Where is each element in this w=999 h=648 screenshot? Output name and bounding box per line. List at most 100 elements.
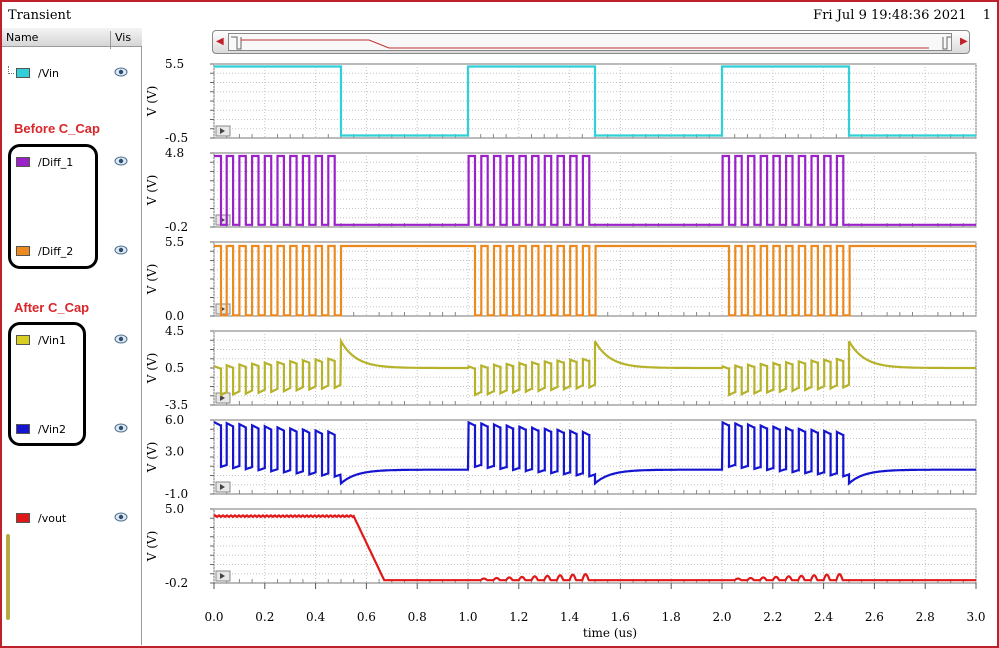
group-box-after bbox=[8, 322, 86, 446]
x-tick-label: 1.0 bbox=[458, 610, 477, 624]
series-line-diff_2 bbox=[214, 244, 976, 317]
signal-browser: Name Vis Before C_Cap After C_Cap /Vin /… bbox=[2, 28, 142, 645]
y-tick-label: -0.2 bbox=[165, 576, 188, 590]
strip-diff_1: 4.8 -0.2 V (V) bbox=[145, 146, 977, 234]
strip-vin: 5.5 -0.5 V (V) bbox=[145, 57, 977, 145]
y-axis-label: V (V) bbox=[145, 86, 159, 118]
window-status: Fri Jul 9 19:48:36 2021 1 bbox=[801, 8, 991, 23]
y-axis-label: V (V) bbox=[145, 353, 159, 385]
play-triangle bbox=[220, 395, 225, 401]
x-tick-label: 3.0 bbox=[966, 610, 985, 624]
strip-expand-icon[interactable] bbox=[215, 303, 231, 315]
signal-name: /vout bbox=[38, 512, 67, 525]
group-label-before: Before C_Cap bbox=[14, 121, 100, 136]
strip-vin2: 6.0 3.0 -1.0 V (V) bbox=[145, 413, 977, 501]
x-tick-label: 2.2 bbox=[763, 610, 782, 624]
y-tick-label: -0.2 bbox=[165, 220, 188, 234]
play-triangle bbox=[220, 484, 225, 490]
y-tick-label: 4.5 bbox=[165, 324, 184, 338]
x-tick-label: 2.4 bbox=[814, 610, 833, 624]
group-label-after: After C_Cap bbox=[14, 300, 90, 315]
play-triangle bbox=[220, 128, 225, 134]
series-line-vout bbox=[213, 514, 976, 582]
signal-color-swatch bbox=[16, 513, 30, 523]
eye-icon[interactable] bbox=[114, 154, 128, 168]
signal-row-vin2[interactable]: /Vin2 bbox=[2, 422, 142, 438]
y-tick-label: -3.5 bbox=[165, 398, 188, 412]
signal-color-swatch bbox=[16, 335, 30, 345]
name-column-header[interactable]: Name bbox=[6, 31, 39, 44]
x-tick-label: 2.0 bbox=[712, 610, 731, 624]
window-titlebar: Transient Fri Jul 9 19:48:36 2021 1 bbox=[2, 2, 997, 28]
series-line-diff_1 bbox=[214, 154, 976, 226]
window-title: Transient bbox=[8, 8, 72, 23]
x-tick-label: 0.0 bbox=[204, 610, 223, 624]
tree-connector bbox=[8, 66, 14, 74]
y-tick-label: 5.5 bbox=[165, 57, 184, 71]
eye-icon[interactable] bbox=[114, 421, 128, 435]
y-tick-label: 3.0 bbox=[165, 445, 184, 459]
y-tick-label: 0.5 bbox=[165, 361, 184, 375]
signal-row-diff-2[interactable]: /Diff_2 bbox=[2, 244, 142, 260]
signal-row-diff-1[interactable]: /Diff_1 bbox=[2, 155, 142, 171]
strip-expand-icon[interactable] bbox=[215, 570, 231, 582]
x-axis-label: time (us) bbox=[583, 626, 637, 640]
x-tick-label: 1.2 bbox=[509, 610, 528, 624]
x-tick-label: 0.6 bbox=[357, 610, 376, 624]
y-tick-label: 5.5 bbox=[165, 235, 184, 249]
play-triangle bbox=[220, 573, 225, 579]
series-line-vin1 bbox=[213, 336, 976, 397]
overview-trace bbox=[231, 36, 951, 50]
signal-color-swatch bbox=[16, 68, 30, 78]
x-tick-label: 0.4 bbox=[306, 610, 325, 624]
time-overview-scroller[interactable]: ◀ ▶ bbox=[212, 28, 970, 58]
y-axis-label: V (V) bbox=[145, 264, 159, 296]
signal-browser-header: Name Vis bbox=[2, 28, 142, 49]
scroll-indicator[interactable] bbox=[6, 534, 10, 620]
signal-name: /Vin1 bbox=[38, 334, 67, 347]
eye-icon[interactable] bbox=[114, 332, 128, 346]
signal-name: /Diff_1 bbox=[38, 156, 74, 169]
signal-row-vin1[interactable]: /Vin1 bbox=[2, 333, 142, 349]
group-box-before bbox=[8, 144, 98, 269]
signal-row-vout[interactable]: /vout bbox=[2, 511, 142, 527]
x-tick-label: 0.8 bbox=[408, 610, 427, 624]
signal-color-swatch bbox=[16, 424, 30, 434]
x-tick-label: 1.6 bbox=[611, 610, 630, 624]
page-number: 1 bbox=[982, 8, 991, 23]
scroll-left-arrow-icon[interactable]: ◀ bbox=[216, 36, 224, 47]
x-tick-label: 2.8 bbox=[916, 610, 935, 624]
series-line-vin bbox=[214, 65, 976, 137]
x-tick-label: 1.8 bbox=[662, 610, 681, 624]
y-tick-label: -0.5 bbox=[165, 131, 188, 145]
signal-color-swatch bbox=[16, 157, 30, 167]
y-tick-label: -1.0 bbox=[165, 487, 188, 501]
eye-icon[interactable] bbox=[114, 510, 128, 524]
y-axis-label: V (V) bbox=[145, 531, 159, 563]
strip-vout: 5.0 -0.2 V (V) bbox=[145, 502, 977, 590]
y-tick-label: 4.8 bbox=[165, 146, 184, 160]
strip-expand-icon[interactable] bbox=[215, 481, 231, 493]
x-tick-label: 0.2 bbox=[255, 610, 274, 624]
eye-icon[interactable] bbox=[114, 65, 128, 79]
scroll-right-arrow-icon[interactable]: ▶ bbox=[960, 36, 968, 47]
strip-diff_2: 5.5 0.0 V (V) bbox=[145, 235, 977, 323]
eye-icon[interactable] bbox=[114, 243, 128, 257]
vis-column-header[interactable]: Vis bbox=[110, 31, 131, 49]
y-tick-label: 6.0 bbox=[165, 413, 184, 427]
x-tick-label: 2.6 bbox=[865, 610, 884, 624]
y-tick-label: 5.0 bbox=[165, 502, 184, 516]
scroller-thumb[interactable] bbox=[228, 33, 952, 51]
y-tick-label: 0.0 bbox=[165, 309, 184, 323]
timestamp: Fri Jul 9 19:48:36 2021 bbox=[813, 8, 967, 23]
strip-expand-icon[interactable] bbox=[215, 125, 231, 137]
signal-color-swatch bbox=[16, 246, 30, 256]
x-tick-label: 1.4 bbox=[560, 610, 579, 624]
series-line-vin2 bbox=[213, 420, 976, 486]
strip-expand-icon[interactable] bbox=[215, 214, 231, 226]
signal-name: /Diff_2 bbox=[38, 245, 74, 258]
signal-name: /Vin2 bbox=[38, 423, 67, 436]
signal-row-vin[interactable]: /Vin bbox=[2, 66, 142, 82]
